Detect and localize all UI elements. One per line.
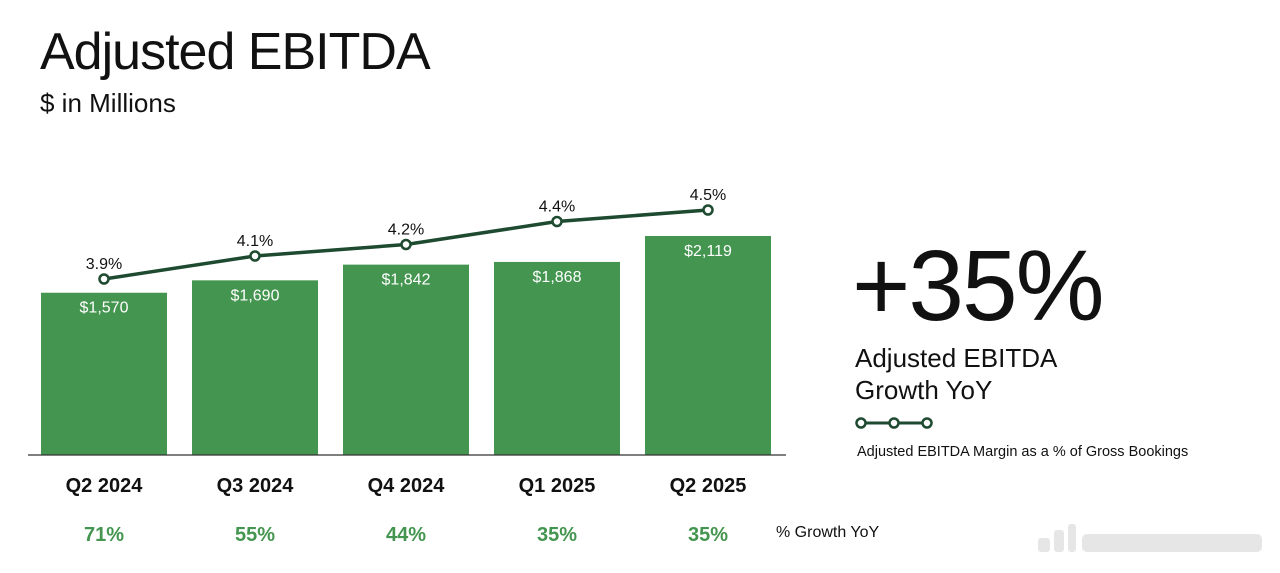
margin-point [551, 215, 563, 228]
margin-point [400, 238, 412, 251]
legend [855, 412, 935, 434]
bar-3 [494, 261, 620, 455]
page-subtitle: $ in Millions [40, 88, 176, 118]
line-marker-legend-icon [855, 417, 933, 429]
kpi-label-line1: Adjusted EBITDA [855, 343, 1058, 373]
kpi-growth-value: +35% [852, 230, 1105, 342]
bar-value-label: $1,690 [231, 287, 280, 304]
margin-point-label: 4.5% [690, 187, 726, 204]
margin-point [249, 250, 261, 262]
margin-point-label: 4.1% [237, 233, 273, 250]
bar-0 [41, 292, 167, 455]
category-tick-label: Q2 2024 [66, 475, 144, 497]
category-tick-label: Q4 2024 [368, 475, 446, 497]
bar-value-label: $2,119 [684, 243, 732, 260]
bar-2 [343, 264, 469, 455]
legend-label: Adjusted EBITDA Margin as a % of Gross B… [857, 444, 1189, 460]
margin-point-label: 4.4% [539, 199, 575, 216]
growth-yoy-label: 71% [84, 524, 124, 546]
kpi-growth-label: Adjusted EBITDA Growth YoY [855, 342, 1115, 406]
margin-line-layer: 3.9% 4.1% 4.2% 4.4% 4.5% [86, 187, 726, 285]
kpi-label-line2: Growth YoY [855, 375, 993, 405]
margin-point [98, 273, 110, 285]
category-tick-label: Q2 2025 [670, 475, 747, 497]
bars-layer [41, 236, 771, 455]
margin-point-label: 3.9% [86, 256, 122, 273]
growth-yoy-label: 35% [688, 524, 728, 546]
bar-value-label: $1,842 [382, 272, 431, 289]
bar-1 [192, 280, 318, 455]
growth-yoy-label: 35% [537, 524, 577, 546]
watermark-icon [1038, 524, 1262, 552]
bar-value-label: $1,868 [533, 269, 582, 286]
category-tick-label: Q1 2025 [519, 475, 596, 497]
margin-point-label: 4.2% [388, 222, 424, 239]
growth-yoy-label: 55% [235, 524, 275, 546]
growth-yoy-label: 44% [386, 524, 426, 546]
category-tick-label: Q3 2024 [217, 475, 295, 497]
margin-point [702, 204, 714, 216]
bar-value-label: $1,570 [80, 300, 129, 317]
page-title: Adjusted EBITDA [40, 23, 431, 81]
growth-yoy-caption: % Growth YoY [776, 524, 880, 541]
bar-4 [645, 236, 771, 455]
labels-layer: $1,570 Q2 2024 71% $1,690 Q3 2024 55% $1,842 Q4… [66, 243, 747, 546]
